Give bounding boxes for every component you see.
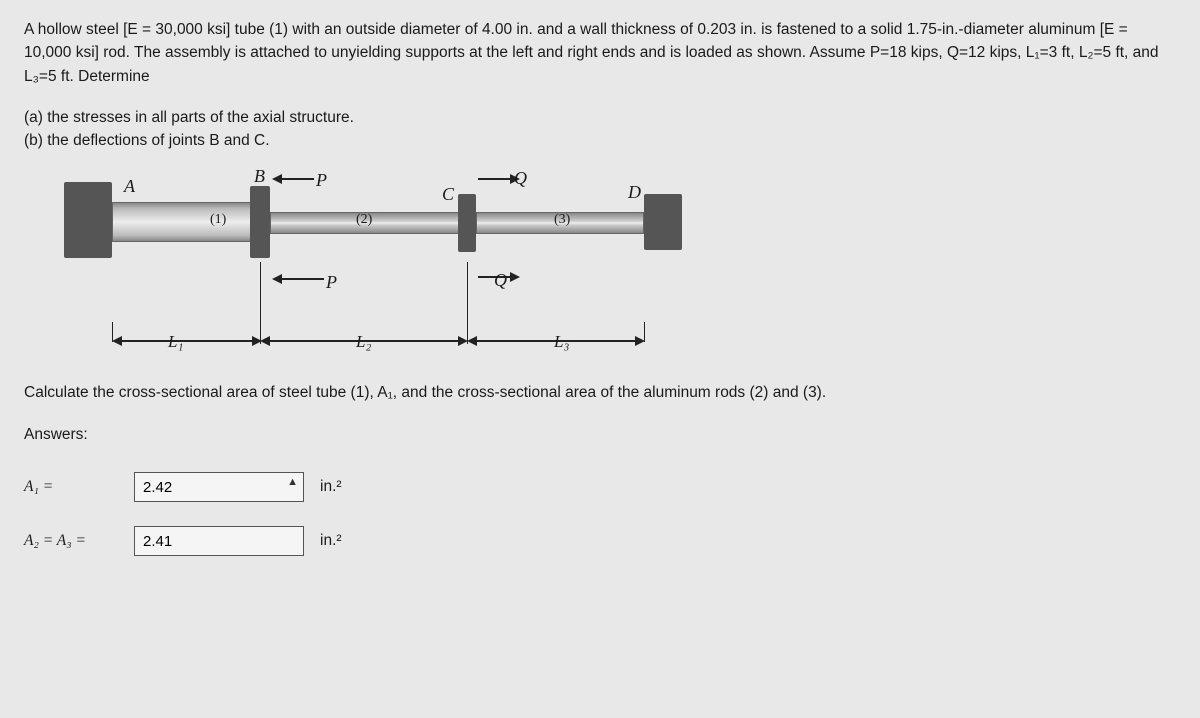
support-right: [644, 194, 682, 250]
question-list: (a) the stresses in all parts of the axi…: [24, 106, 1176, 153]
answer-unit-a23: in.²: [320, 532, 342, 550]
point-label-a: A: [124, 176, 135, 197]
point-label-c: C: [442, 184, 454, 205]
answer-input-a23[interactable]: [134, 526, 304, 556]
stepper-icon[interactable]: ▲: [287, 476, 298, 488]
problem-statement: A hollow steel [E = 30,000 ksi] tube (1)…: [24, 18, 1176, 88]
member-label-2: (2): [356, 212, 372, 228]
support-left: [64, 182, 112, 258]
member-label-3: (3): [554, 212, 570, 228]
dim-label-l1: L₁: [168, 332, 183, 352]
answers-heading: Answers:: [24, 426, 1176, 444]
load-label-p-bot: P: [326, 272, 337, 293]
load-label-p-top: P: [316, 170, 327, 191]
answer-row-a1: A₁ = ▲ in.²: [24, 472, 1176, 502]
answer-var-a1: A₁ =: [24, 478, 134, 496]
member-label-1: (1): [210, 212, 226, 228]
load-label-q-top: Q: [514, 168, 527, 189]
calculation-prompt: Calculate the cross-sectional area of st…: [24, 384, 1176, 402]
flange-c: [458, 194, 476, 252]
answer-unit-a1: in.²: [320, 478, 342, 496]
answer-row-a23: A₂ = A₃ = in.²: [24, 526, 1176, 556]
tube-1: [112, 202, 252, 242]
assembly-diagram: A B C D (1) (2) (3) P P Q Q L₁ L₂: [64, 172, 764, 362]
answer-input-a1[interactable]: [134, 472, 304, 502]
point-label-b: B: [254, 166, 265, 187]
point-label-d: D: [628, 182, 641, 203]
question-b: (b) the deflections of joints B and C.: [24, 129, 1176, 152]
flange-b: [250, 186, 270, 258]
answer-var-a23: A₂ = A₃ =: [24, 532, 134, 550]
question-a: (a) the stresses in all parts of the axi…: [24, 106, 1176, 129]
load-label-q-bot: Q: [494, 270, 507, 291]
dim-label-l3: L₃: [554, 332, 569, 352]
dim-label-l2: L₂: [356, 332, 371, 352]
